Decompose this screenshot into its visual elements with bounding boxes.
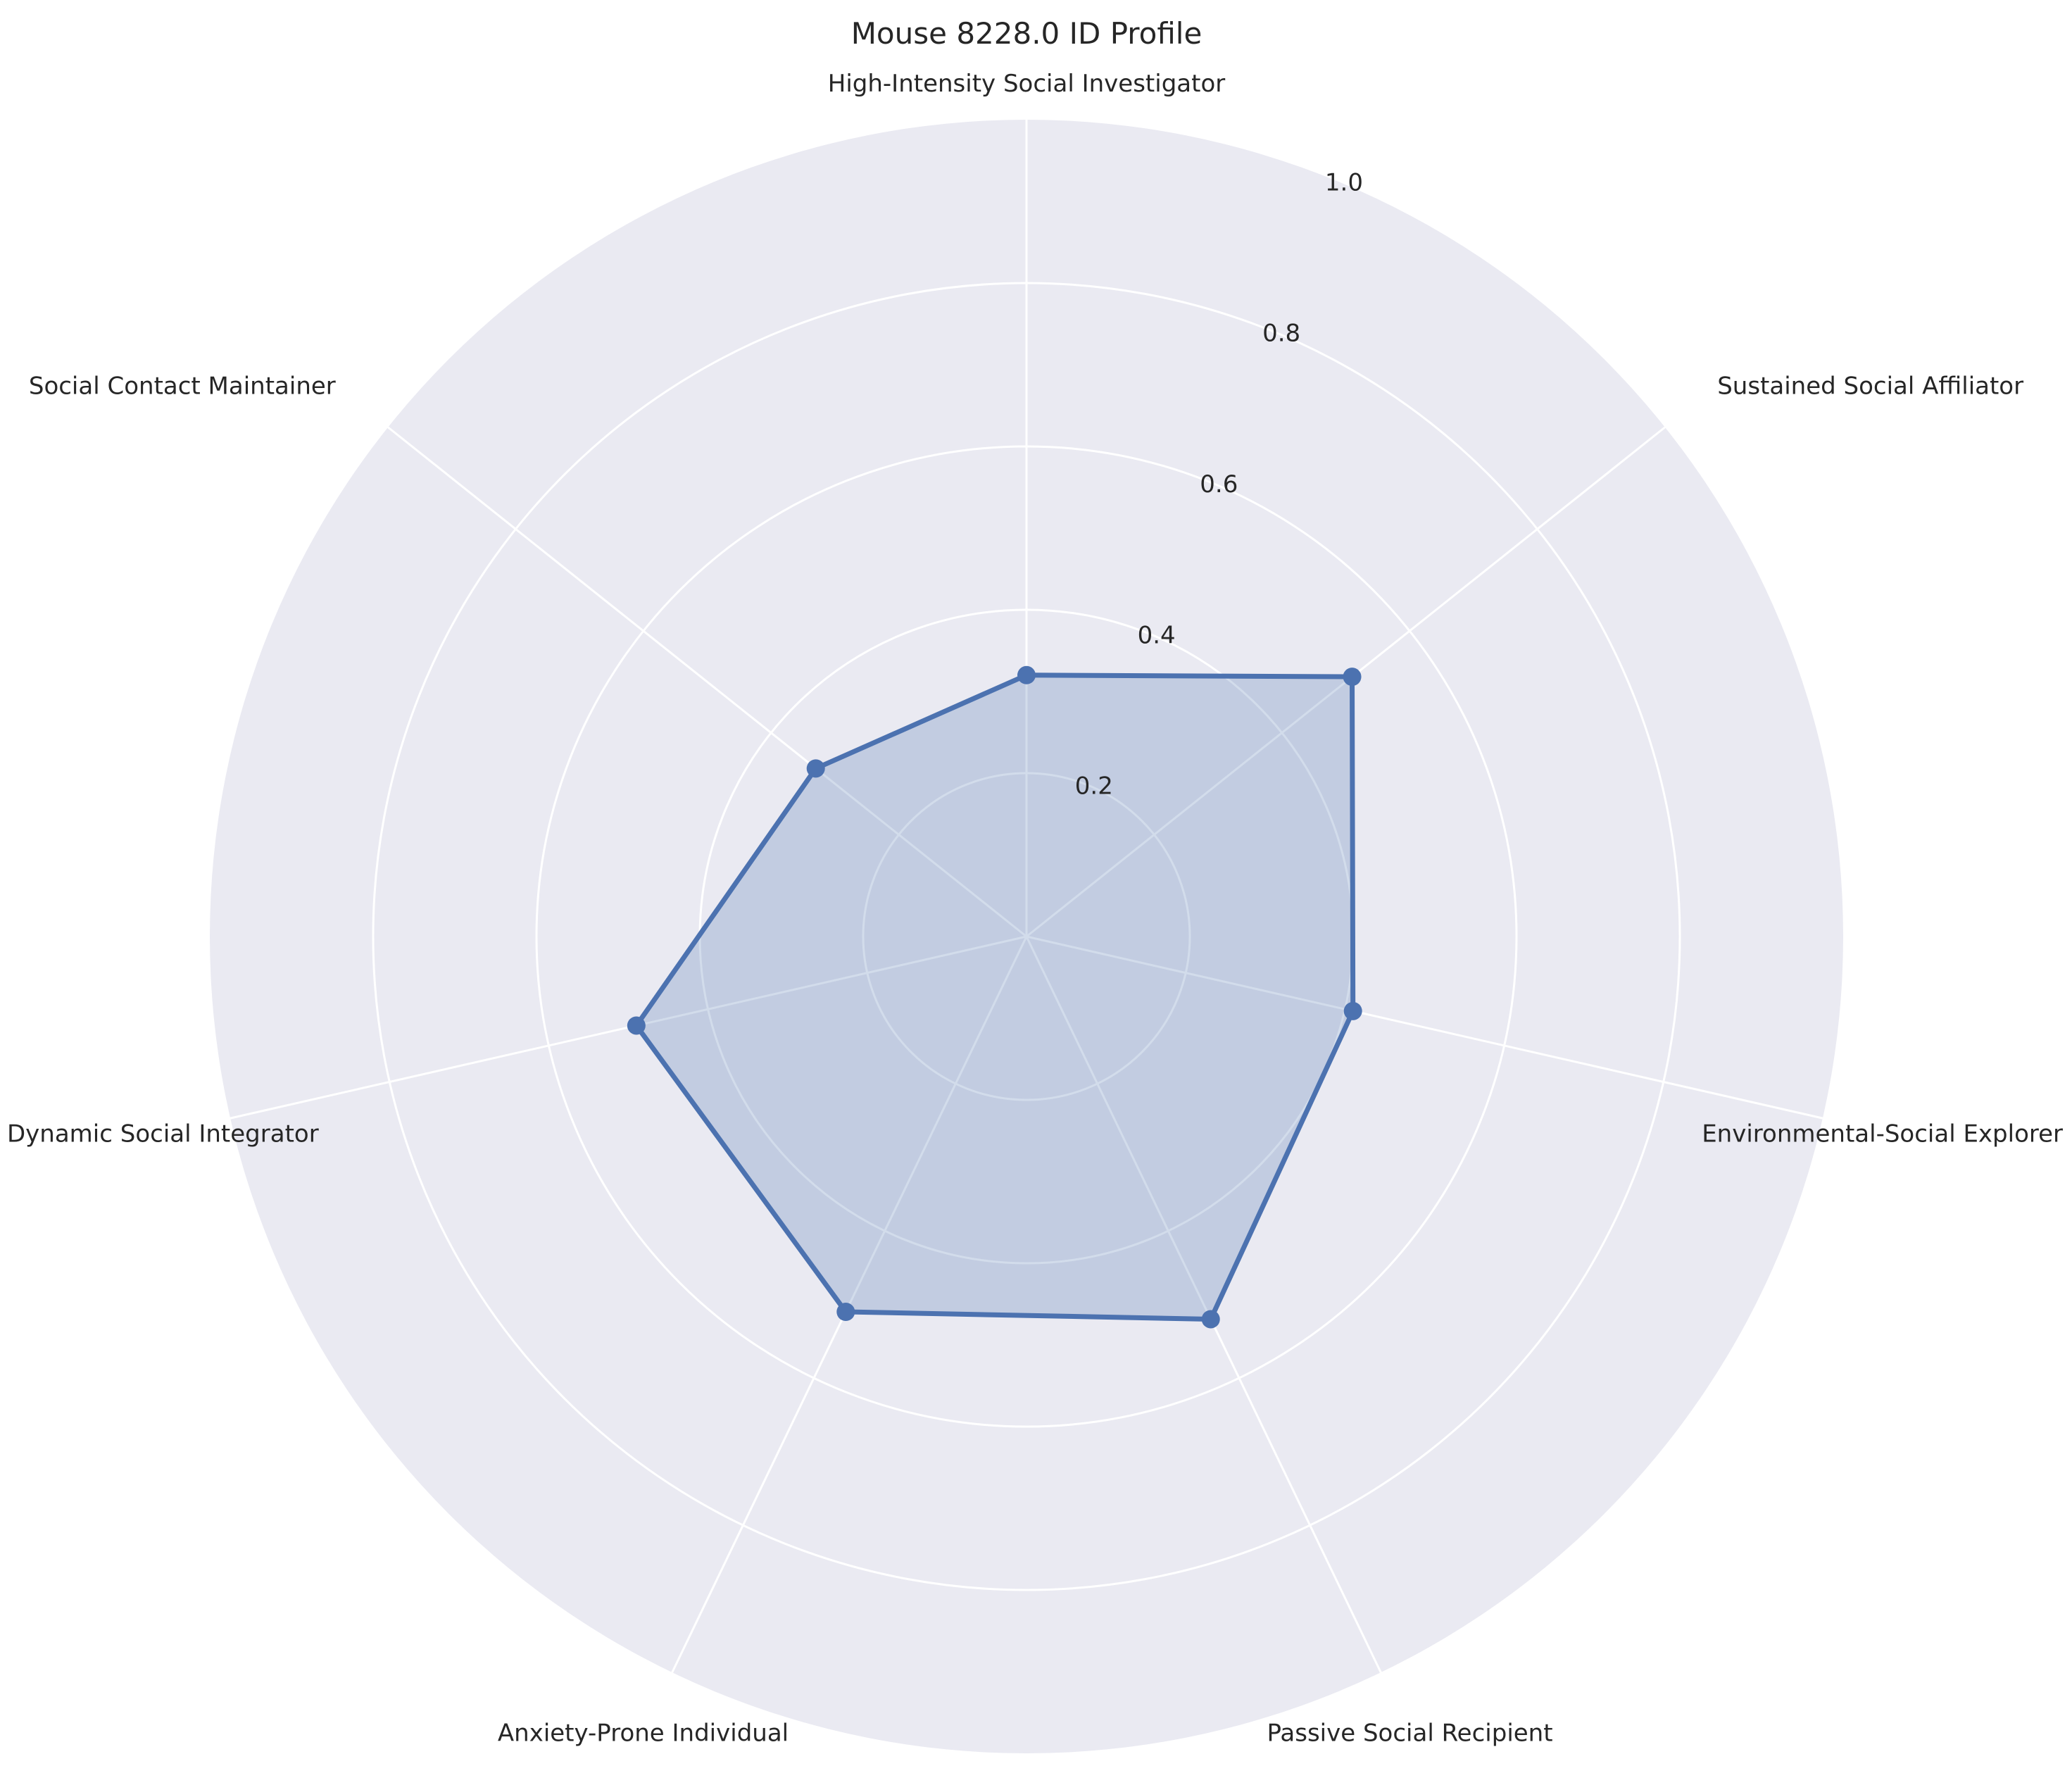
data-point-3 — [1201, 1310, 1220, 1329]
category-label-3: Passive Social Recipient — [1267, 1720, 1552, 1748]
category-label-4: Anxiety-Prone Individual — [498, 1720, 789, 1748]
radial-tick-label: 0.6 — [1200, 470, 1238, 499]
grid-spoke-3 — [1025, 936, 1382, 1673]
radial-tick-label: 1.0 — [1325, 168, 1363, 196]
data-point-4 — [836, 1303, 855, 1322]
category-label-2: Environmental-Social Explorer — [1702, 1120, 2063, 1148]
category-label-1: Sustained Social Affiliator — [1717, 372, 2023, 401]
grid-spoke-2 — [1026, 935, 1823, 1120]
category-labels: High-Intensity Social Investigator Sustai… — [7, 70, 2063, 1748]
data-point-0 — [1017, 665, 1036, 684]
category-label-6: Social Contact Maintainer — [29, 372, 336, 401]
radial-tick-label: 0.2 — [1075, 772, 1113, 801]
radial-tick-labels: 0.2 0.4 0.6 0.8 1.0 — [1075, 168, 1363, 800]
data-point-5 — [627, 1016, 646, 1035]
category-label-5: Dynamic Social Integrator — [7, 1120, 319, 1148]
radial-tick-label: 0.8 — [1262, 320, 1300, 348]
series-profile — [627, 665, 1362, 1329]
grid-spoke-6 — [387, 426, 1027, 938]
radial-tick-label: 0.4 — [1138, 621, 1176, 649]
series-area — [636, 675, 1353, 1320]
category-label-0: High-Intensity Social Investigator — [828, 70, 1225, 98]
data-point-1 — [1343, 668, 1362, 687]
data-point-2 — [1343, 1001, 1362, 1020]
series-line — [634, 672, 1356, 1322]
data-point-6 — [806, 759, 825, 778]
chart-title: Mouse 8228.0 ID Profile — [851, 16, 1203, 51]
